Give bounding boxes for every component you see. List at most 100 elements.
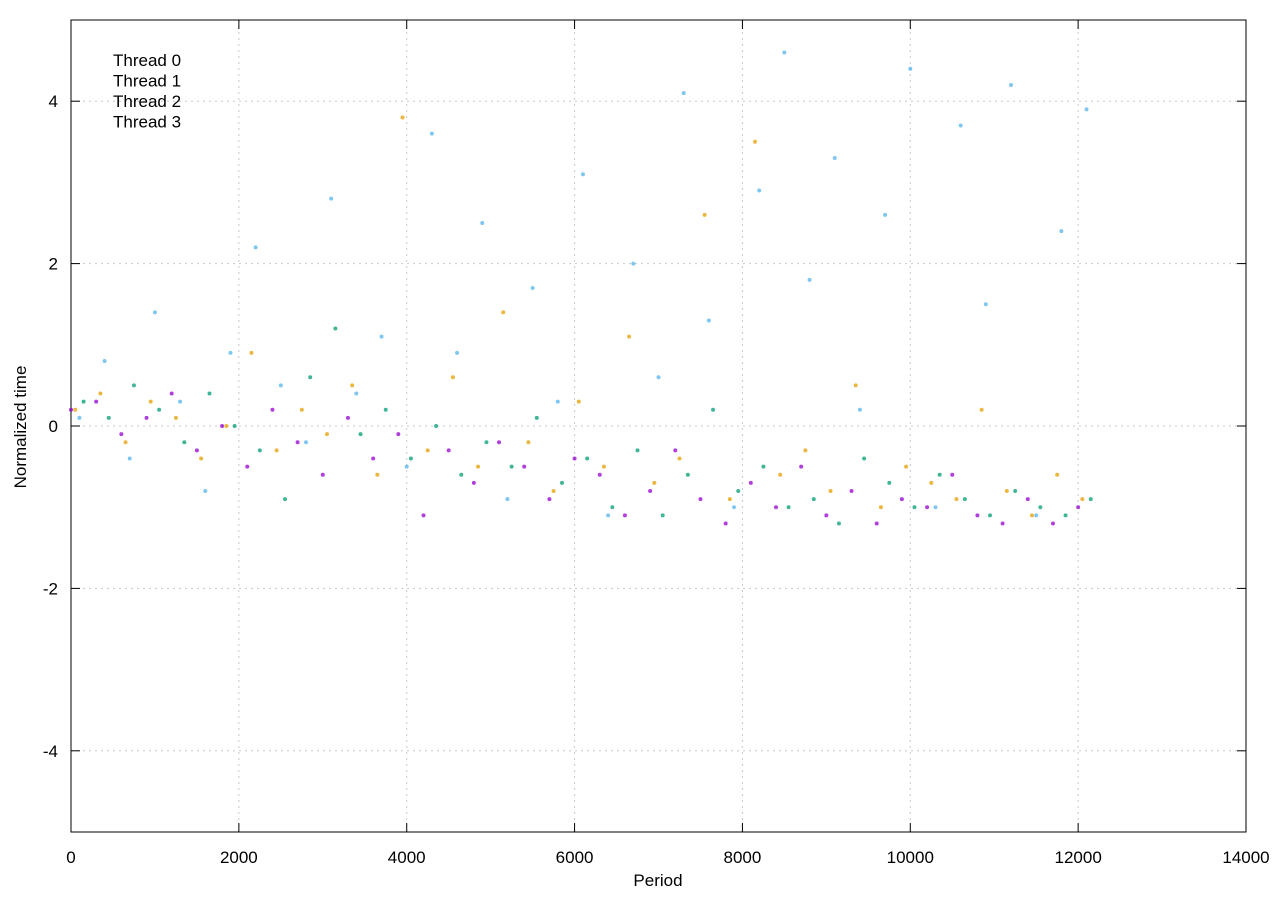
data-point — [748, 480, 753, 485]
data-point — [203, 488, 208, 493]
data-point — [853, 383, 858, 388]
data-point — [673, 448, 678, 453]
data-point — [505, 497, 510, 502]
data-point — [1004, 488, 1009, 493]
data-point — [526, 440, 531, 445]
data-point — [652, 480, 657, 485]
data-point — [278, 383, 283, 388]
data-point — [228, 350, 233, 355]
y-tick-label: -4 — [43, 742, 58, 761]
data-point — [169, 391, 174, 396]
data-point — [572, 456, 577, 461]
data-point — [610, 505, 615, 510]
data-point — [1009, 82, 1013, 87]
x-tick-label: 6000 — [556, 848, 594, 867]
data-point — [1080, 497, 1085, 502]
x-tick-label: 4000 — [388, 848, 426, 867]
data-point — [1038, 505, 1043, 510]
data-point — [182, 440, 187, 445]
data-point — [559, 480, 564, 485]
data-point — [408, 456, 413, 461]
data-point — [597, 472, 602, 477]
data-point — [173, 415, 178, 420]
data-point — [379, 334, 384, 339]
data-point — [681, 91, 686, 96]
data-point — [249, 350, 254, 355]
data-point — [698, 497, 703, 502]
data-point — [425, 448, 430, 453]
data-point — [345, 415, 350, 420]
data-point — [102, 359, 107, 364]
data-point — [1076, 505, 1081, 510]
data-point — [883, 212, 888, 217]
data-point — [983, 302, 988, 307]
data-point — [480, 221, 485, 225]
data-point — [354, 391, 359, 396]
data-point — [979, 407, 984, 412]
data-point — [69, 407, 73, 412]
data-point — [660, 513, 665, 518]
x-tick-label: 8000 — [724, 848, 762, 867]
data-point — [530, 285, 535, 290]
data-point — [534, 415, 539, 420]
data-point — [400, 115, 405, 120]
data-point — [685, 472, 690, 477]
data-point — [622, 513, 627, 518]
data-point — [950, 472, 955, 477]
data-point — [1050, 521, 1055, 526]
y-tick-label: 0 — [49, 417, 58, 436]
data-point — [396, 432, 401, 437]
plot-border — [70, 19, 1247, 833]
data-point — [270, 407, 275, 412]
data-point — [157, 407, 162, 412]
data-point — [199, 456, 204, 461]
x-tick-label: 10000 — [887, 848, 934, 867]
data-point — [849, 488, 854, 493]
data-point — [1088, 497, 1093, 502]
data-point — [324, 432, 329, 437]
data-point — [702, 212, 707, 217]
data-point — [958, 123, 963, 128]
data-point — [1084, 107, 1089, 112]
data-point — [723, 521, 728, 526]
x-axis-label: Period — [633, 871, 682, 890]
data-point — [555, 399, 560, 404]
data-point — [1055, 472, 1060, 477]
data-point — [807, 277, 812, 282]
data-point — [320, 472, 325, 477]
data-point — [908, 66, 913, 71]
data-point — [123, 440, 128, 445]
data-point — [295, 440, 300, 445]
data-point — [824, 513, 829, 518]
data-point — [585, 456, 590, 461]
data-point — [648, 488, 653, 493]
data-point — [862, 456, 867, 461]
legend-label: Thread 0 — [113, 51, 181, 70]
legend-label: Thread 2 — [113, 92, 181, 111]
data-point — [736, 488, 741, 493]
y-tick-label: 4 — [49, 92, 58, 111]
x-tick-label: 14000 — [1222, 848, 1269, 867]
data-point — [677, 456, 682, 461]
data-point — [547, 497, 552, 502]
data-point — [757, 188, 762, 193]
data-point — [606, 513, 611, 518]
data-point — [988, 513, 993, 518]
data-point — [601, 464, 606, 469]
x-tick-label: 0 — [66, 848, 75, 867]
data-point — [455, 350, 460, 355]
data-point — [329, 196, 334, 201]
data-point — [904, 464, 909, 469]
data-point — [899, 497, 904, 502]
data-point — [434, 424, 439, 428]
data-point — [371, 456, 376, 461]
data-point — [509, 464, 514, 469]
data-point — [119, 432, 124, 437]
data-point — [811, 497, 816, 502]
data-point — [383, 407, 388, 412]
data-point — [333, 326, 338, 331]
data-point — [1034, 513, 1039, 518]
data-point — [375, 472, 380, 477]
data-point — [94, 399, 99, 404]
